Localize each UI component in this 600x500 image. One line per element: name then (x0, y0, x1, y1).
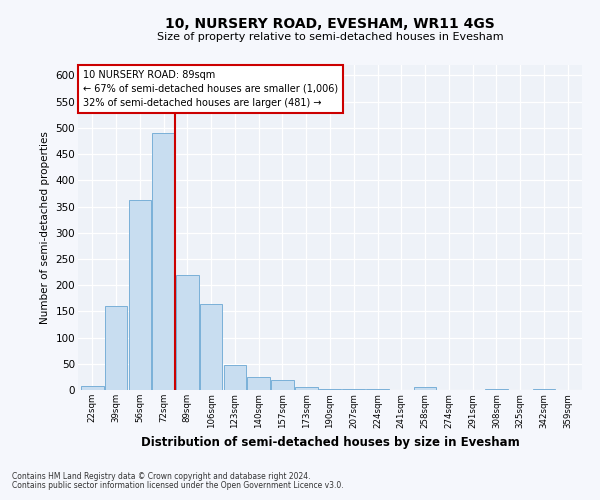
Bar (81, 386, 104, 390)
Bar (200, 304, 223, 390)
Bar (247, 378, 270, 390)
Y-axis label: Number of semi-detached properties: Number of semi-detached properties (40, 131, 50, 324)
Text: 10, NURSERY ROAD, EVESHAM, WR11 4GS: 10, NURSERY ROAD, EVESHAM, WR11 4GS (165, 18, 495, 32)
Bar (128, 200, 151, 390)
X-axis label: Distribution of semi-detached houses by size in Evesham: Distribution of semi-detached houses by … (140, 436, 520, 449)
Text: Contains public sector information licensed under the Open Government Licence v3: Contains public sector information licen… (12, 481, 344, 490)
Bar (152, 133, 175, 390)
Bar (295, 387, 317, 390)
Bar (414, 388, 436, 390)
Bar (105, 306, 127, 390)
Text: 10 NURSERY ROAD: 89sqm
← 67% of semi-detached houses are smaller (1,006)
32% of : 10 NURSERY ROAD: 89sqm ← 67% of semi-det… (83, 70, 338, 108)
Text: Contains HM Land Registry data © Crown copyright and database right 2024.: Contains HM Land Registry data © Crown c… (12, 472, 311, 481)
Bar (224, 366, 246, 390)
Text: Size of property relative to semi-detached houses in Evesham: Size of property relative to semi-detach… (157, 32, 503, 42)
Bar (271, 380, 294, 390)
Bar (176, 275, 199, 390)
